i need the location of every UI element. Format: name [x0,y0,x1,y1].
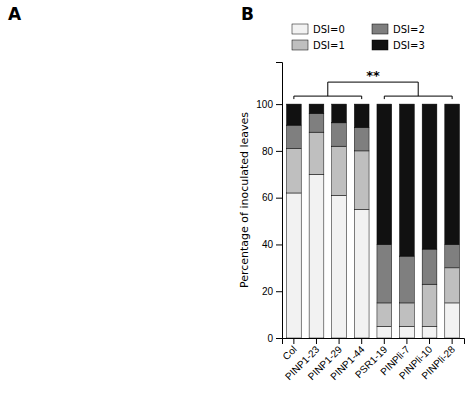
tick-mark [361,338,362,344]
tick-label: 80 [262,146,274,157]
bar [445,268,460,303]
bar-series [287,104,460,256]
legend-label: DSI=2 [393,24,425,35]
legend-swatch [372,40,388,50]
tick-mark [276,244,282,245]
axis-line [283,339,465,345]
significance-label: ** [366,68,380,83]
tick-mark [429,338,430,344]
tick-label: 40 [262,239,274,250]
tick-label: 60 [262,192,274,203]
bar [332,195,347,338]
tick-mark [384,338,385,344]
bar [309,104,324,113]
tick: 80 [262,146,282,157]
tick-mark [339,338,340,344]
bracket-line [452,96,453,99]
legend-label: DSI=1 [313,40,345,51]
bar [400,303,415,326]
bracket-line [293,96,294,99]
bar [422,284,437,326]
tick-mark [276,104,282,105]
bar [287,149,302,193]
plot: ColPINP1-23PINP1-29PINP1-44PSR1-19PINPli… [238,63,465,383]
legend-swatch [292,24,308,34]
bar [287,193,302,338]
tick-mark [452,338,453,344]
bracket-line [327,82,328,96]
axis-line [276,63,283,339]
tick-label: 0 [267,333,273,344]
legend: DSI=0 DSI=1 DSI=2 DSI=3 [292,24,425,51]
tick-label: PINPli-28 [419,343,457,381]
bar [422,249,437,284]
bar [332,104,347,123]
bracket-line [418,82,419,96]
tick-mark [276,151,282,152]
bar [354,151,369,209]
legend-label: DSI=3 [393,40,425,51]
tick-mark [276,338,282,339]
tick-mark [293,338,294,344]
tick: 60 [262,192,282,203]
bracket-line [384,96,385,99]
tick-mark [406,338,407,344]
bar [445,303,460,338]
bar [309,132,324,174]
bar [377,303,392,326]
bar [287,125,302,148]
bar [309,174,324,338]
legend-swatch [292,40,308,50]
bar [377,104,392,244]
tick: 20 [262,286,282,297]
panel-label: A [8,4,22,24]
bar [287,104,302,125]
legend-item: DSI=3 [372,40,425,51]
bar [377,244,392,302]
bar [422,326,437,338]
tick-mark [276,198,282,199]
bar [377,326,392,338]
chart-svg: A B ColPINP1-23PINP1-29PINP1-44PSR1-19PINP… [0,0,474,398]
bar [422,104,437,249]
tick-mark [316,338,317,344]
tick-label: 20 [262,286,274,297]
panel-label: B [241,4,254,24]
bar [445,104,460,244]
y-axis: 0 20 40 60 80 100 [256,63,282,344]
legend-item: DSI=0 [292,24,345,35]
bar [400,256,415,303]
bar [354,127,369,150]
tick: Col [280,338,298,362]
bar [354,209,369,338]
bar [400,104,415,256]
legend-swatch [372,24,388,34]
tick-label: Col [280,344,298,362]
bar [400,326,415,338]
legend-item: DSI=2 [372,24,425,35]
x-axis: ColPINP1-23PINP1-29PINP1-44PSR1-19PINPli… [280,338,464,382]
tick-label: 100 [256,99,273,110]
tick: 0 [267,333,282,344]
tick: 40 [262,239,282,250]
tick: PINPli-28 [419,338,457,381]
legend-label: DSI=0 [313,24,345,35]
bar [332,123,347,146]
tick-mark [276,291,282,292]
bars [287,104,460,338]
bar [332,146,347,195]
bar [354,104,369,127]
legend-item: DSI=1 [292,40,345,51]
y-axis-title: Percentage of inoculated leaves [238,112,251,288]
significance-bracket [294,82,452,99]
bar [445,244,460,267]
tick: 100 [256,99,282,110]
bar [309,113,324,132]
bracket-line [361,96,362,99]
